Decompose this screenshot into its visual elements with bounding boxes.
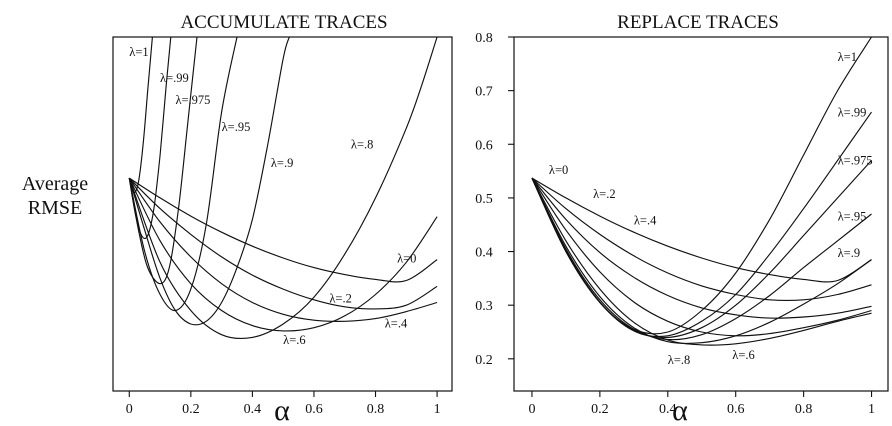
panel-title-accumulate: ACCUMULATE TRACES: [180, 12, 387, 33]
x-axis-label-replace: α: [672, 394, 688, 426]
series-line-acc-3: [128, 177, 438, 332]
series-line-rep-2: [531, 177, 872, 319]
series-line-rep-8: [531, 111, 872, 338]
y-axis-label-line-2: RMSE: [28, 197, 82, 219]
x-tick-label: 0.2: [182, 402, 200, 417]
y-axis-label-line-1: Average: [22, 173, 88, 195]
plot-area-accumulate: 0 0.2 0.4 0.6 0.8 1 λ=1 λ=.99 λ=.975 λ=.95 λ=.9 λ=.…: [112, 36, 453, 417]
y-tick-label: 0.3: [475, 299, 493, 314]
panel-title-replace: REPLACE TRACES: [617, 12, 779, 33]
curves-group: [128, 37, 438, 340]
curve-label-acc-7: λ=.2: [329, 292, 352, 306]
series-line-acc-7: [128, 37, 198, 285]
curve-label-acc-9: λ=.6: [283, 333, 306, 347]
plot-frame: [513, 36, 889, 392]
y-tick-label: 0.7: [475, 85, 493, 100]
panel-replace-traces: REPLACE TRACES 0 0.2 0.4 0.6 0.8 1 0.2 0.3 0.4 0.…: [475, 12, 889, 426]
plot-area-replace: 0 0.2 0.4 0.6 0.8 1 0.2 0.3 0.4 0.5 0.6 0.7 0.8 λ=1 λ=…: [475, 31, 889, 417]
series-line-acc-5: [128, 37, 290, 326]
curve-label-rep-1: λ=.99: [838, 105, 867, 119]
series-line-rep-1: [531, 177, 872, 302]
y-tick-label: 0.4: [475, 246, 493, 261]
series-line-acc-9: [128, 37, 153, 194]
series-line-acc-4: [128, 37, 438, 340]
curve-label-acc-8: λ=.4: [385, 317, 408, 331]
x-tick-label: 0.2: [591, 402, 609, 417]
series-line-acc-1: [128, 177, 438, 310]
curve-label-rep-9: λ=.6: [732, 348, 755, 362]
curve-label-acc-6: λ=0: [397, 251, 416, 265]
x-axis-label-accumulate: α: [274, 394, 290, 426]
x-tick-label: 0: [126, 402, 133, 417]
curve-label-acc-5: λ=.8: [351, 138, 374, 152]
curve-label-rep-0: λ=1: [838, 50, 857, 64]
plot-frame: [112, 36, 453, 392]
x-tick-label: 0.4: [244, 402, 262, 417]
curve-label-rep-3: λ=.95: [838, 209, 867, 223]
curve-label-acc-2: λ=.975: [175, 93, 210, 107]
x-tick-label: 1: [868, 402, 875, 417]
curve-label-acc-3: λ=.95: [222, 120, 251, 134]
curve-label-rep-8: λ=.8: [668, 353, 691, 367]
x-tick-label: 0.6: [727, 402, 745, 417]
series-line-acc-6: [128, 37, 238, 312]
series-line-acc-2: [128, 177, 438, 322]
y-tick-label: 0.6: [475, 138, 493, 153]
x-tick-label: 0.8: [367, 402, 385, 417]
panel-accumulate-traces: ACCUMULATE TRACES Average RMSE 0 0.2 0.4 0.…: [22, 12, 453, 426]
curve-label-rep-6: λ=.2: [593, 187, 616, 201]
curve-label-acc-1: λ=.99: [160, 71, 189, 85]
curve-label-rep-2: λ=.975: [838, 154, 873, 168]
series-line-acc-8: [128, 37, 172, 240]
curve-label-acc-0: λ=1: [129, 45, 148, 59]
curve-label-rep-5: λ=0: [549, 163, 568, 177]
y-tick-label: 0.2: [475, 353, 493, 368]
series-line-rep-5: [531, 177, 872, 345]
y-tick-label: 0.8: [475, 31, 493, 46]
curve-label-rep-4: λ=.9: [838, 246, 861, 260]
series-line-rep-3: [531, 177, 872, 337]
x-tick-label: 0.4: [659, 402, 677, 417]
y-tick-label: 0.5: [475, 192, 493, 207]
curve-label-rep-7: λ=.4: [634, 214, 657, 228]
series-line-rep-4: [531, 177, 872, 346]
curve-label-acc-4: λ=.9: [271, 156, 294, 170]
series-line-rep-0: [531, 177, 872, 283]
curves-group: [531, 37, 872, 346]
x-tick-label: 1: [434, 402, 441, 417]
x-tick-label: 0.8: [795, 402, 813, 417]
series-line-rep-6: [531, 177, 872, 341]
series-line-rep-9: [531, 37, 872, 335]
x-tick-label: 0: [528, 402, 535, 417]
series-line-acc-0: [128, 177, 438, 283]
x-tick-label: 0.6: [305, 402, 323, 417]
